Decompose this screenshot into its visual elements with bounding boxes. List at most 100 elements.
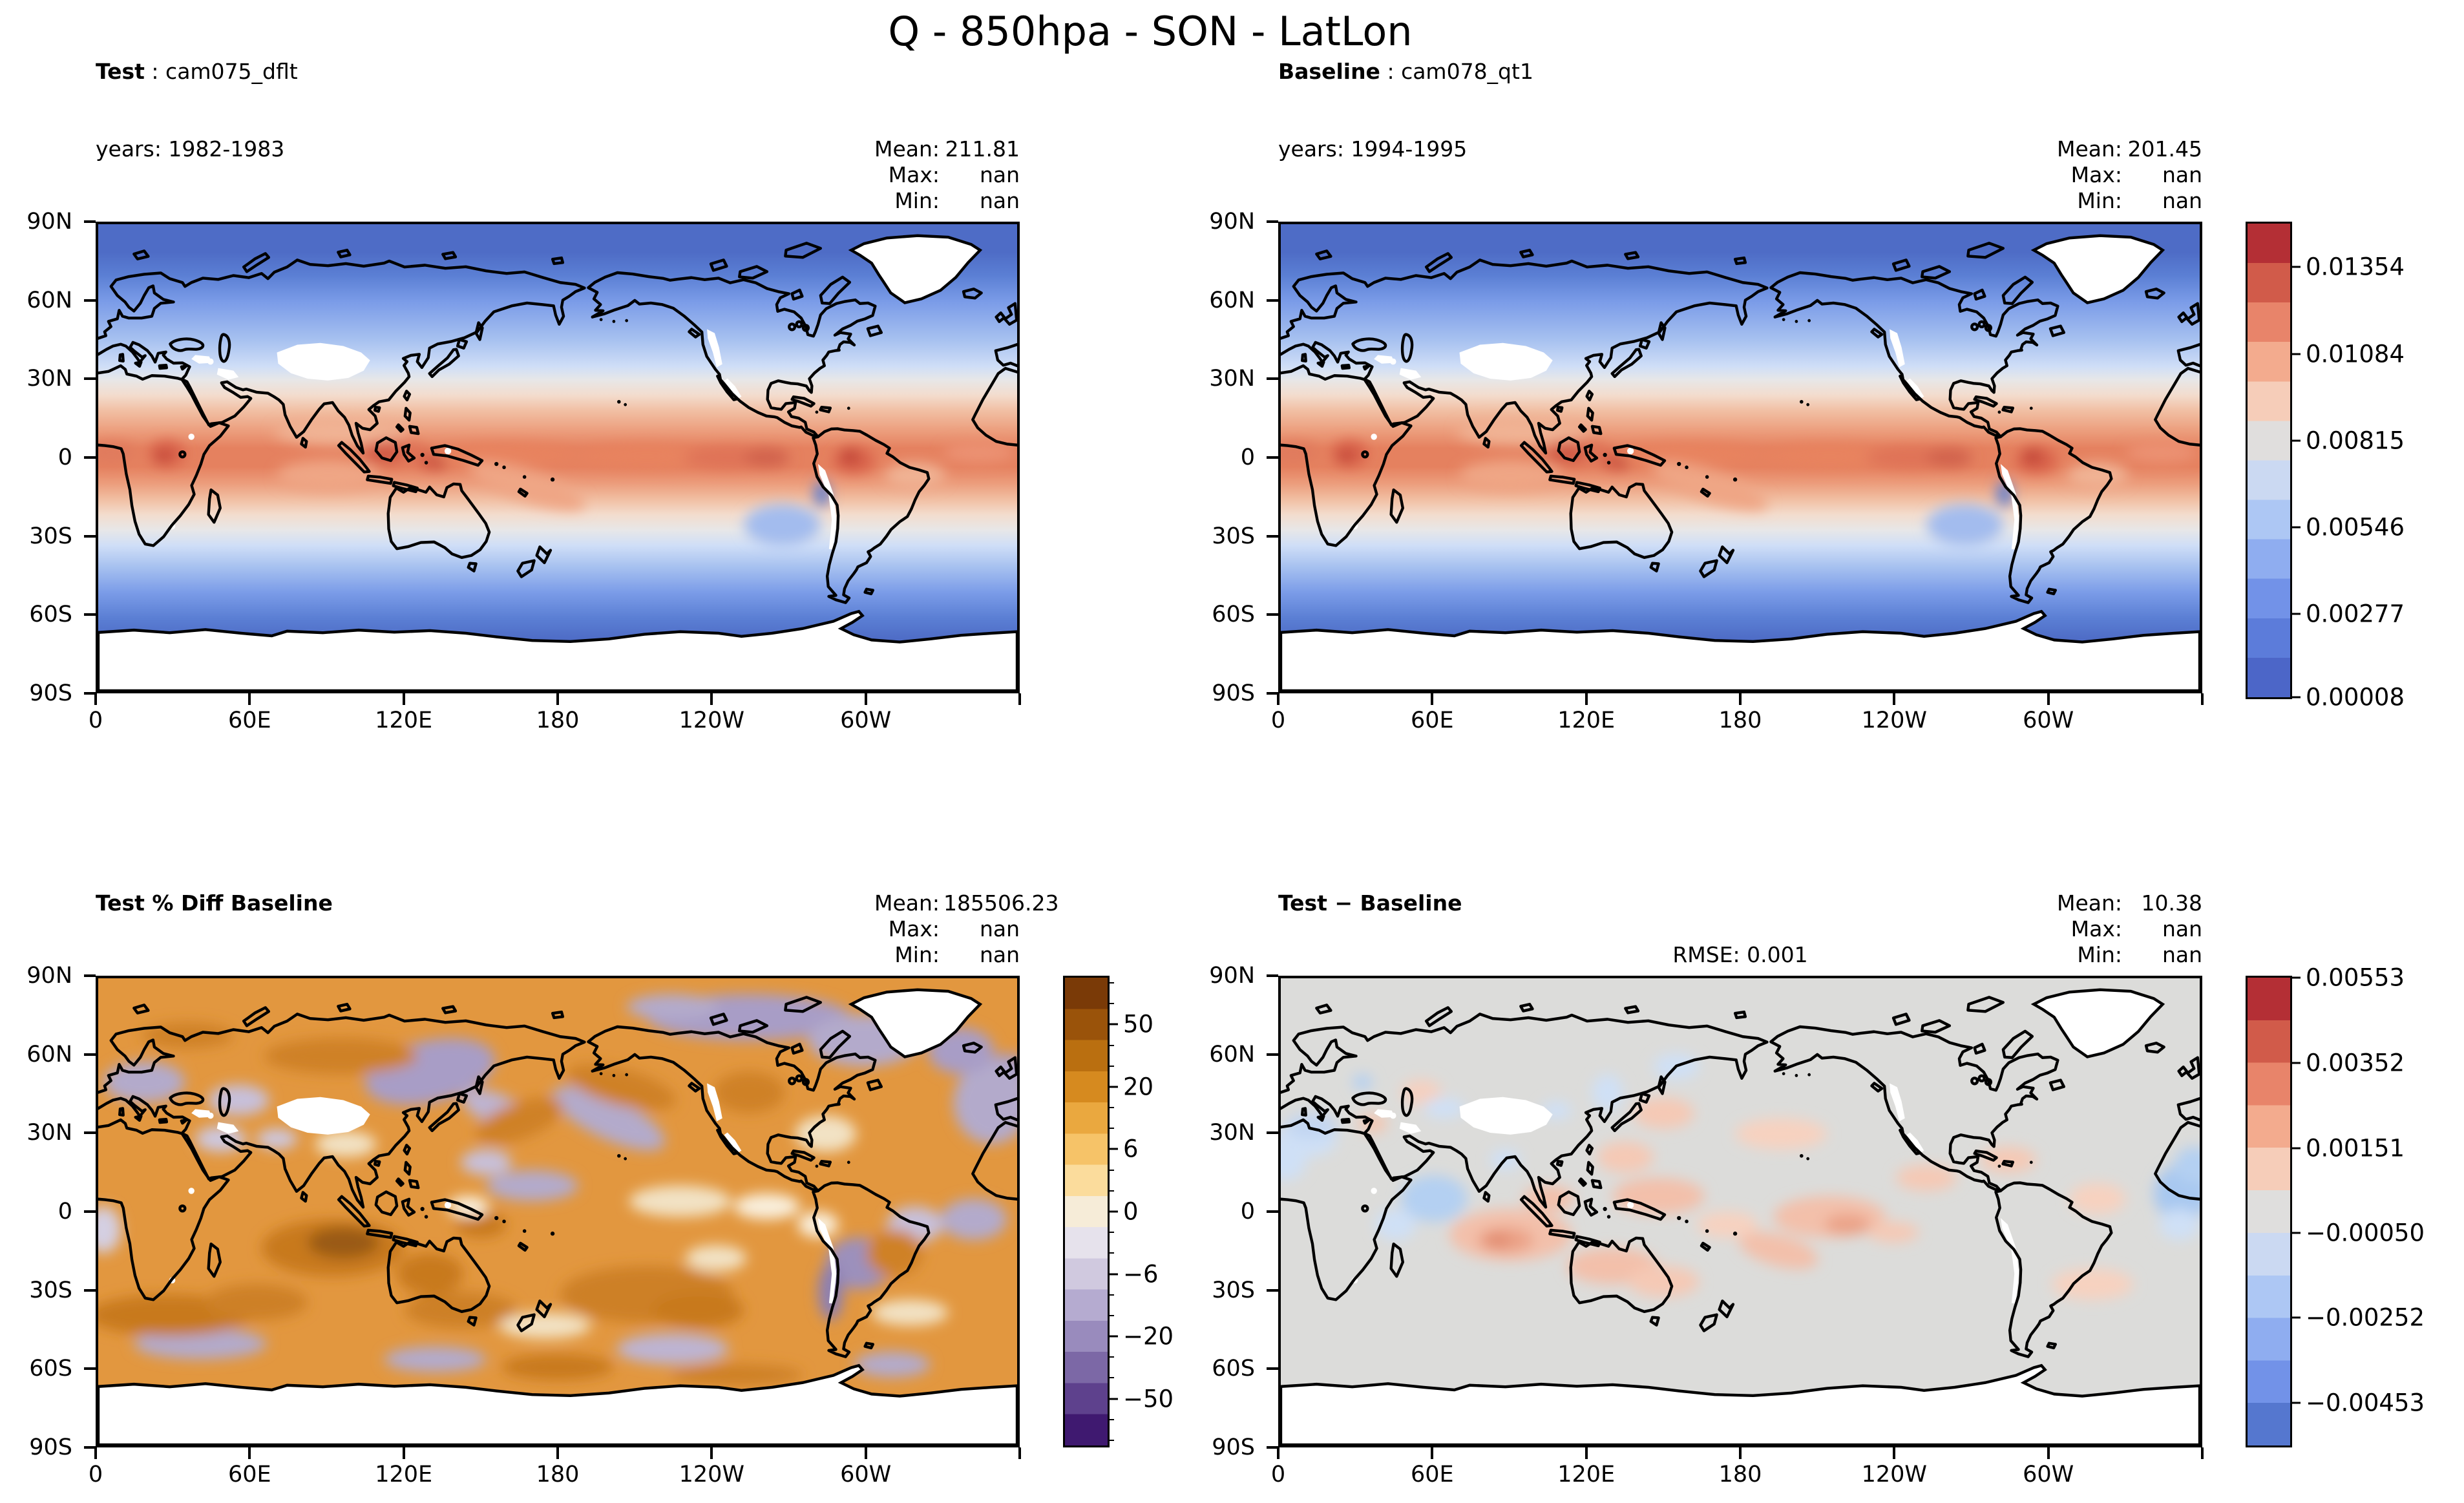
lon-tick-label: 180 <box>1718 1462 1762 1487</box>
lon-tick-label: 180 <box>536 1462 580 1487</box>
panel-baseline-header: Baseline : cam078_qt1 years: 1994-1995 M… <box>1278 7 2202 214</box>
lon-tick-mark <box>2047 693 2050 705</box>
baseline-label: Baseline <box>1278 59 1380 84</box>
lon-tick-mark <box>94 693 97 705</box>
lon-tick-mark <box>1585 693 1588 705</box>
pct-diff-stats: Mean: 185506.23 Max: nan Min: nan <box>874 890 1059 968</box>
lat-tick-label: 30S <box>29 523 72 549</box>
map-pct-diff <box>96 976 1020 1447</box>
lat-tick-label: 90S <box>29 1435 72 1460</box>
lat-tick-label: 30S <box>29 1277 72 1303</box>
lat-tick-mark <box>1267 299 1278 302</box>
lat-tick-label: 30S <box>1212 1277 1255 1303</box>
colorbar-pct-diff: 50 20 6 0 −6 −20 −50 <box>1063 976 1174 1447</box>
lon-tick-label: 60W <box>2023 1462 2074 1487</box>
lat-tick-label: 90S <box>1212 1435 1255 1460</box>
lat-tick-mark <box>1267 613 1278 616</box>
colorbar-tick-mark <box>1108 1398 1118 1400</box>
test-run-name: cam075_dflt <box>165 59 298 84</box>
lon-tick-label: 0 <box>88 708 103 733</box>
lon-tick-mark <box>1893 693 1896 705</box>
stat-label: Mean: <box>874 136 940 162</box>
lat-tick-mark <box>84 692 96 695</box>
colorbar-tick-mark <box>2290 1316 2301 1319</box>
page-title: Q - 850hpa - SON - LatLon <box>888 8 1413 55</box>
stat-value: 201.45 <box>2127 136 2202 162</box>
lat-tick-mark <box>84 1210 96 1213</box>
colorbar-tick-label: 0.01354 <box>2306 253 2405 281</box>
colorbar-minor-tick-mark <box>1108 1232 1114 1234</box>
lat-tick-mark <box>84 1446 96 1449</box>
colorbar-minor-tick-mark <box>1108 1252 1114 1254</box>
lon-tick-label: 60E <box>228 1462 271 1487</box>
stat-value: nan <box>2162 188 2202 213</box>
lon-tick-mark <box>1739 1447 1742 1459</box>
colorbar-minor-tick-mark <box>1108 1439 1114 1441</box>
colorbar-tick-mark <box>2290 976 2301 979</box>
lat-tick-mark <box>1267 534 1278 538</box>
lon-tick-label: 120W <box>679 1462 745 1487</box>
map-baseline <box>1278 222 2202 693</box>
colorbar-tick-mark <box>1108 1086 1118 1088</box>
lon-tick-mark <box>402 693 405 705</box>
stat-value: nan <box>979 942 1020 967</box>
lat-tick-label: 30N <box>26 1120 72 1146</box>
lat-tick-mark <box>84 534 96 538</box>
separator: : <box>144 59 166 84</box>
lat-tick-label: 90N <box>26 963 72 989</box>
lon-tick-mark <box>1893 1447 1896 1459</box>
colorbar-tick-mark <box>2290 353 2301 355</box>
stat-label: Max: <box>2070 162 2122 187</box>
colorbar-tick-mark <box>2290 696 2301 699</box>
colorbar-tick-label: 0.00151 <box>2306 1134 2405 1162</box>
stat-value: nan <box>979 162 1020 187</box>
lat-tick-label: 30N <box>1209 1120 1255 1146</box>
stat-value: 185506.23 <box>943 890 1059 916</box>
colorbar-minor-tick-mark <box>1108 1065 1114 1067</box>
stat-value: nan <box>2162 916 2202 941</box>
lat-tick-label: 90N <box>1209 209 1255 235</box>
colorbar-tick-label: 0.01084 <box>2306 340 2405 368</box>
colorbar-minor-tick-mark <box>1108 1003 1114 1005</box>
lon-tick-label: 120E <box>1557 1462 1616 1487</box>
colorbar-minor-tick-mark <box>1108 1314 1114 1316</box>
lon-tick-label: 60E <box>228 708 271 733</box>
lat-tick-mark <box>1267 1367 1278 1371</box>
stat-label: Mean: <box>874 890 940 916</box>
lon-tick-label: 60W <box>840 708 892 733</box>
stat-label: Min: <box>894 188 940 213</box>
lon-tick-mark <box>1431 693 1434 705</box>
colorbar-tick-mark <box>2290 1402 2301 1404</box>
lat-tick-label: 30N <box>1209 366 1255 392</box>
colorbar-minor-tick-mark <box>1108 1044 1114 1046</box>
colorbar-tick-mark <box>2290 1232 2301 1234</box>
lat-tick-label: 90S <box>1212 680 1255 706</box>
lat-tick-label: 30N <box>26 366 72 392</box>
stat-label: Mean: <box>2056 890 2122 916</box>
lat-tick-label: 60S <box>29 1356 72 1382</box>
lat-tick-mark <box>84 377 96 381</box>
panel-diff-header: Test − Baseline RMSE: 0.001 Mean: 10.38 M… <box>1278 839 2202 968</box>
lat-tick-label: 30S <box>1212 523 1255 549</box>
colorbar-tick-label: 6 <box>1123 1135 1139 1163</box>
lon-tick-label: 0 <box>88 1462 103 1487</box>
colorbar-tick-label: 50 <box>1123 1010 1154 1038</box>
map-diff <box>1278 976 2202 1447</box>
lat-tick-mark <box>84 1053 96 1056</box>
colorbar-minor-tick-mark <box>1108 1377 1114 1379</box>
stat-label: Max: <box>2070 916 2122 941</box>
lat-tick-label: 60N <box>1209 1041 1255 1067</box>
lon-tick-label: 120E <box>1557 708 1616 733</box>
lat-tick-mark <box>1267 692 1278 695</box>
stat-label: Mean: <box>2056 136 2122 162</box>
lat-tick-mark <box>84 456 96 459</box>
colorbar-tick-mark <box>1108 1273 1118 1275</box>
colorbar-tick-label: −0.00453 <box>2306 1389 2425 1417</box>
colorbar-tick-label: 0.00008 <box>2306 683 2405 711</box>
panel-test-header: Test : cam075_dflt years: 1982-1983 Mean… <box>96 7 1020 214</box>
colorbar-tick-label: 0.00546 <box>2306 513 2405 541</box>
lon-tick-label: 120W <box>679 708 745 733</box>
colorbar-minor-tick-mark <box>1108 1294 1114 1296</box>
lat-tick-mark <box>1267 1053 1278 1056</box>
